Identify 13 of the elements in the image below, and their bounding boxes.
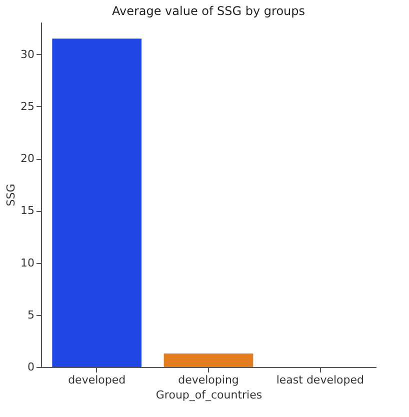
y-tick-label: 15 [20, 204, 34, 218]
chart-title: Average value of SSG by groups [112, 4, 306, 18]
x-tick-label: least developed [276, 374, 364, 386]
x-tick-label: developed [68, 374, 126, 386]
y-tick-label: 10 [20, 256, 34, 270]
y-tick-label: 5 [28, 308, 34, 322]
x-tick-label: developing [178, 374, 239, 386]
y-axis-title: SSG [4, 184, 18, 206]
y-tick-label: 25 [20, 100, 34, 113]
y-tick-label: 30 [20, 48, 34, 61]
x-axis-title: Group_of_countries [156, 388, 262, 402]
y-tick-label: 20 [20, 152, 34, 166]
y-tick-label: 0 [28, 360, 34, 374]
